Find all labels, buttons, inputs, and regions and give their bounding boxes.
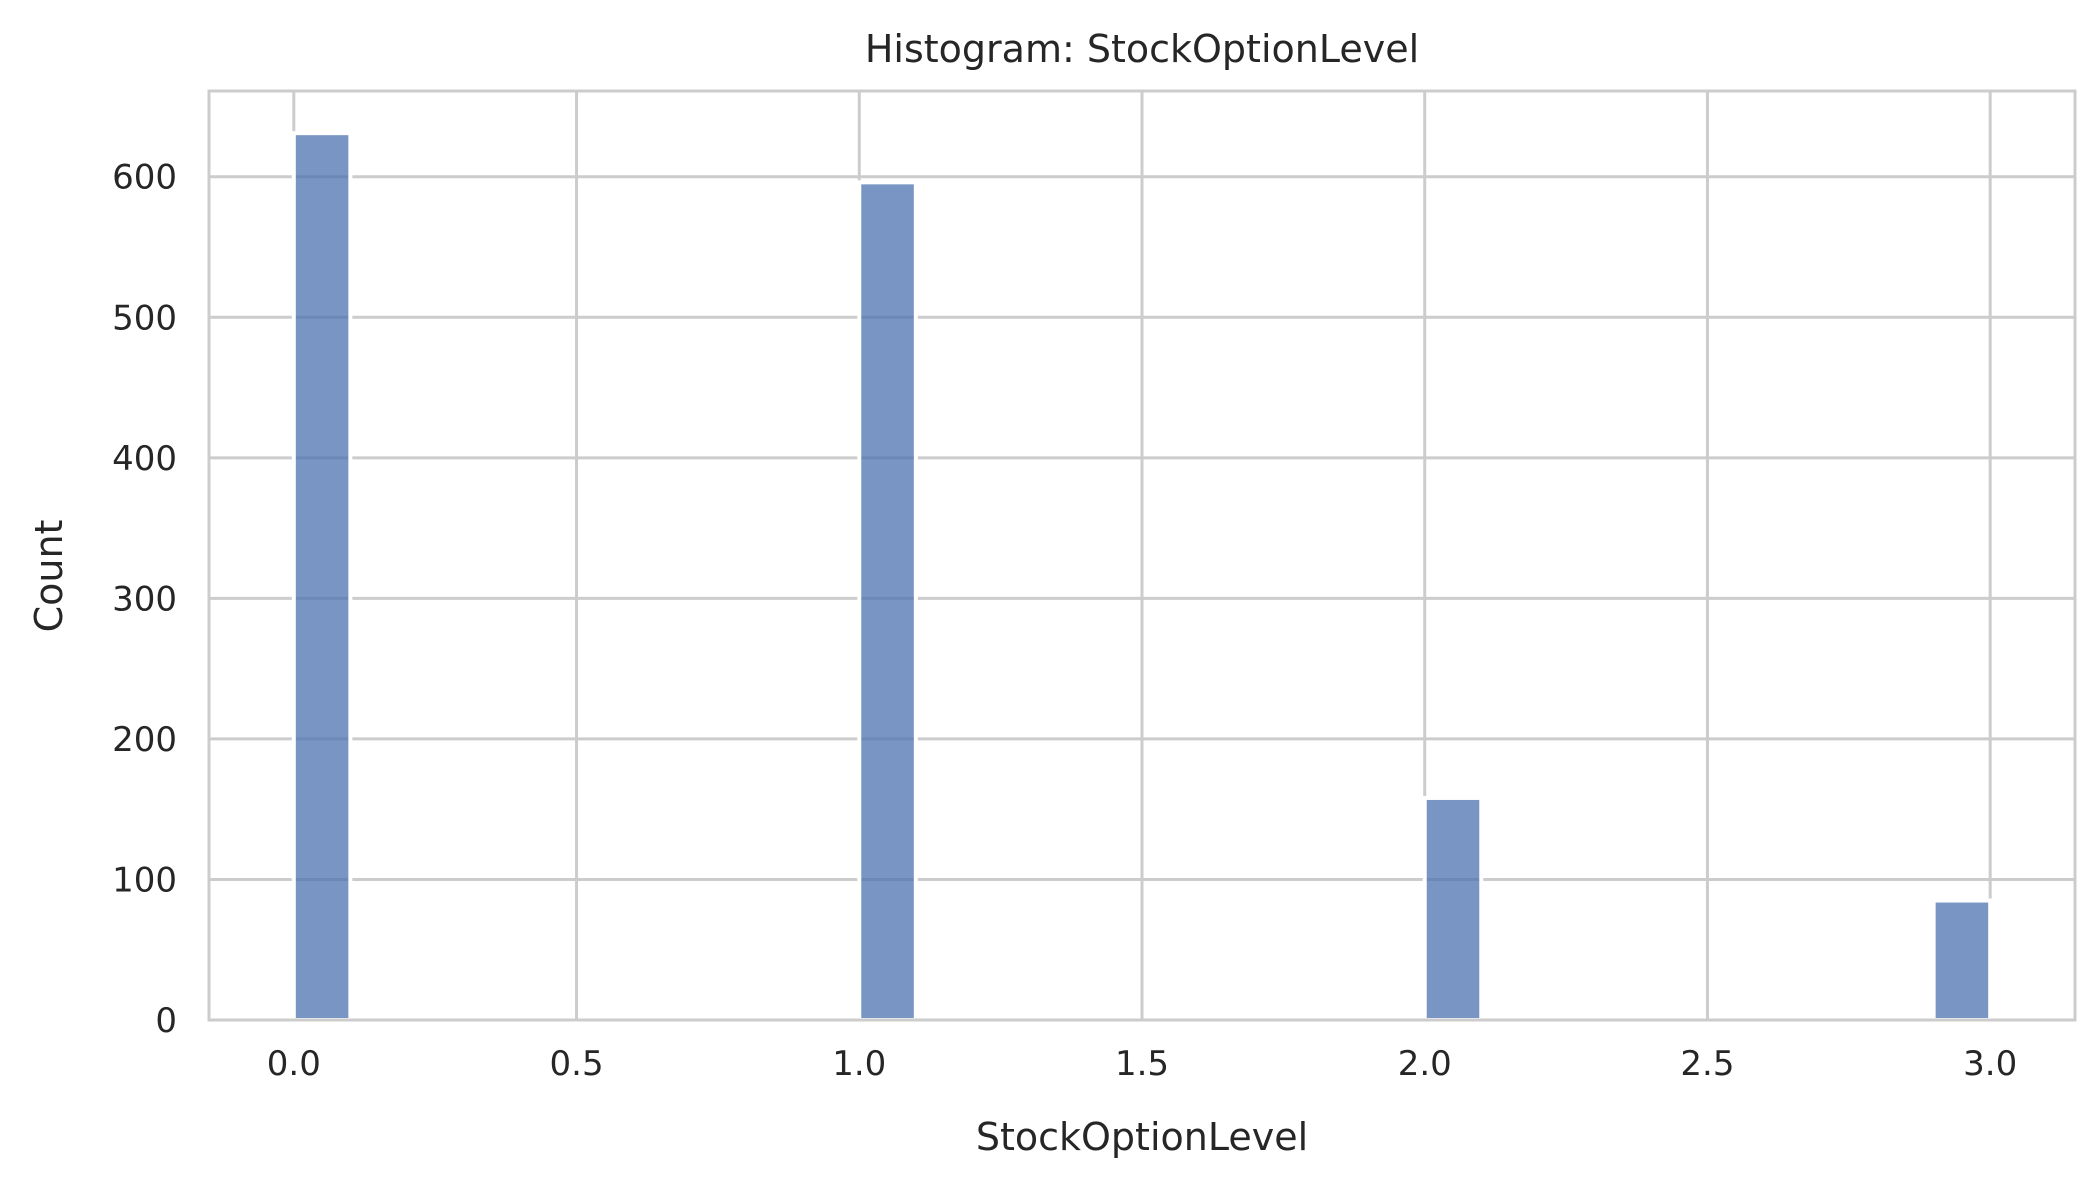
histogram-bar-0 <box>291 131 353 1022</box>
histogram-bar-2 <box>1422 795 1484 1023</box>
y-tick-label-0: 0 <box>155 1001 177 1041</box>
y-tick-label-1: 100 <box>112 860 177 900</box>
histogram-bar-3 <box>1931 898 1993 1022</box>
y-tick-label-4: 400 <box>112 439 177 479</box>
y-tick-label-3: 300 <box>112 579 177 619</box>
chart-title: Histogram: StockOptionLevel <box>865 27 1419 71</box>
y-tick-label-5: 500 <box>112 298 177 338</box>
histogram-bar-1 <box>857 180 918 1022</box>
y-tick-label-6: 600 <box>112 158 177 198</box>
x-tick-label-0: 0.0 <box>267 1044 321 1084</box>
x-tick-label-1: 0.5 <box>550 1044 604 1084</box>
x-tick-label-4: 2.0 <box>1398 1044 1452 1084</box>
tick-layer: 0.0 0.5 1.0 1.5 2.0 2.5 3.0 0 100 200 300 400 500 600 <box>112 158 2017 1084</box>
x-tick-label-6: 3.0 <box>1963 1044 2017 1084</box>
y-tick-label-2: 200 <box>112 720 177 760</box>
x-axis-label: StockOptionLevel <box>976 1115 1308 1159</box>
grid-layer <box>209 91 2075 1022</box>
y-axis-label: Count <box>27 520 71 633</box>
x-tick-label-2: 1.0 <box>832 1044 886 1084</box>
x-tick-label-3: 1.5 <box>1115 1044 1169 1084</box>
bar-layer <box>291 131 1993 1023</box>
x-tick-label-5: 2.5 <box>1680 1044 1734 1084</box>
plot-frame <box>207 89 2077 1022</box>
